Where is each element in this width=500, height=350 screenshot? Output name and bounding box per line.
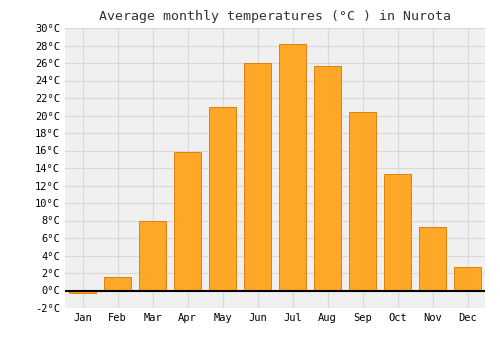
Bar xyxy=(70,290,96,293)
Bar xyxy=(384,174,410,290)
Bar xyxy=(454,267,480,290)
Bar xyxy=(350,112,376,290)
Title: Average monthly temperatures (°C ) in Nurota: Average monthly temperatures (°C ) in Nu… xyxy=(99,10,451,23)
Bar xyxy=(420,227,446,290)
Bar xyxy=(314,66,340,290)
Bar xyxy=(174,152,201,290)
Bar xyxy=(210,107,236,290)
Bar xyxy=(104,277,130,290)
Bar xyxy=(140,220,166,290)
Bar xyxy=(244,63,270,290)
Bar xyxy=(280,44,305,290)
